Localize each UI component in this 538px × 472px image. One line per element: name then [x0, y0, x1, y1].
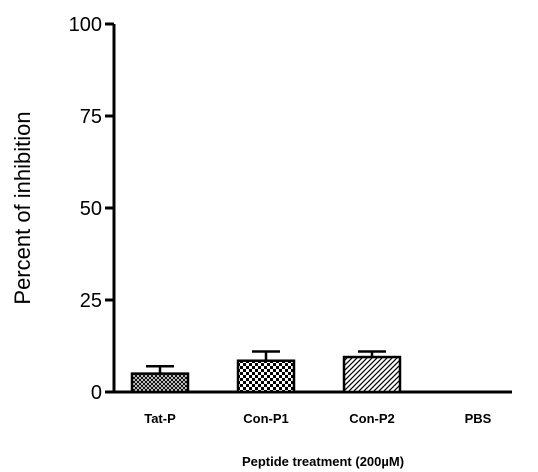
x-tick-label-tat-p: Tat-P	[144, 411, 176, 426]
x-tick-label-con-p2: Con-P2	[349, 411, 395, 426]
x-tick-label-pbs: PBS	[465, 411, 492, 426]
bar-tat-p	[130, 372, 190, 394]
y-tick-label: 25	[80, 290, 102, 312]
category-labels: Tat-P Con-P1 Con-P2 PBS	[144, 411, 491, 426]
bars	[130, 350, 402, 394]
bar-con-p2	[342, 355, 402, 394]
x-axis-title: Peptide treatment (200µM)	[242, 454, 404, 469]
y-tick-label: 75	[80, 106, 102, 128]
bar-con-p1	[236, 359, 296, 394]
y-ticks: 0 25 50 75 100	[69, 14, 114, 404]
y-tick-label: 50	[80, 198, 102, 220]
y-tick-label: 0	[91, 382, 102, 404]
axes	[112, 24, 512, 394]
x-tick-label-con-p1: Con-P1	[243, 411, 289, 426]
y-axis-title: Percent of inhibition	[10, 111, 35, 304]
y-tick-label: 100	[69, 14, 102, 36]
